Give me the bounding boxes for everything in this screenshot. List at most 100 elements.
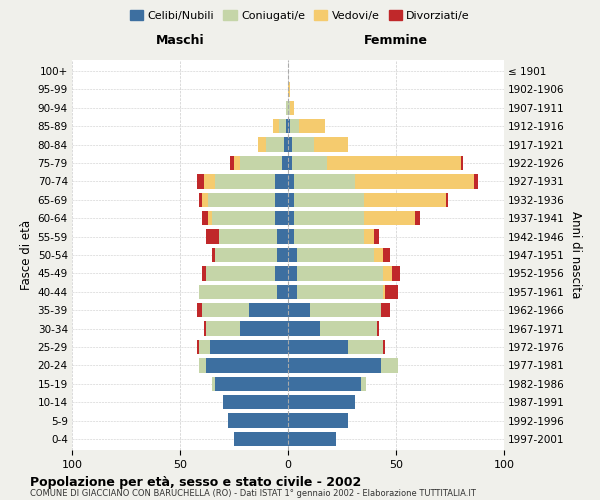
Bar <box>295 211 364 226</box>
Bar <box>288 414 349 428</box>
Bar <box>288 192 295 207</box>
Bar <box>377 322 379 336</box>
Bar <box>295 230 364 244</box>
Text: Maschi: Maschi <box>155 34 205 47</box>
Bar <box>273 119 280 134</box>
Bar <box>202 303 249 318</box>
Bar <box>292 156 327 170</box>
Bar <box>320 322 377 336</box>
Text: Popolazione per età, sesso e stato civile - 2002: Popolazione per età, sesso e stato civil… <box>30 476 361 489</box>
Bar <box>310 303 381 318</box>
Bar <box>199 192 202 207</box>
Bar <box>280 119 286 134</box>
Bar <box>277 230 288 244</box>
Bar <box>288 376 361 391</box>
Bar <box>383 248 389 262</box>
Bar <box>355 174 474 188</box>
Bar <box>288 432 335 446</box>
Bar <box>288 211 295 226</box>
Bar <box>199 284 277 299</box>
Bar <box>204 322 206 336</box>
Bar <box>385 284 398 299</box>
Bar <box>208 211 212 226</box>
Bar <box>204 174 215 188</box>
Bar <box>223 395 288 409</box>
Bar <box>364 192 446 207</box>
Bar <box>277 284 288 299</box>
Bar <box>381 358 398 372</box>
Bar <box>290 100 295 115</box>
Bar <box>288 248 296 262</box>
Bar <box>275 192 288 207</box>
Bar <box>202 266 206 280</box>
Bar <box>446 192 448 207</box>
Bar <box>392 266 400 280</box>
Bar <box>361 376 366 391</box>
Bar <box>212 211 275 226</box>
Bar <box>288 82 290 96</box>
Bar <box>241 322 288 336</box>
Bar <box>290 119 299 134</box>
Bar <box>219 230 277 244</box>
Bar <box>374 230 379 244</box>
Bar <box>275 266 288 280</box>
Bar <box>288 230 295 244</box>
Bar <box>286 100 288 115</box>
Legend: Celibi/Nubili, Coniugati/e, Vedovi/e, Divorziati/e: Celibi/Nubili, Coniugati/e, Vedovi/e, Di… <box>125 6 475 25</box>
Bar <box>288 322 320 336</box>
Bar <box>215 376 288 391</box>
Text: Femmine: Femmine <box>364 34 428 47</box>
Bar <box>383 340 385 354</box>
Bar <box>374 248 383 262</box>
Bar <box>383 266 392 280</box>
Bar <box>208 192 275 207</box>
Bar <box>277 248 288 262</box>
Bar <box>206 322 241 336</box>
Y-axis label: Fasce di età: Fasce di età <box>20 220 34 290</box>
Bar <box>415 211 420 226</box>
Bar <box>288 395 355 409</box>
Text: COMUNE DI GIACCIANO CON BARUCHELLA (RO) - Dati ISTAT 1° gennaio 2002 - Elaborazi: COMUNE DI GIACCIANO CON BARUCHELLA (RO) … <box>30 489 476 498</box>
Bar <box>295 192 364 207</box>
Bar <box>349 340 383 354</box>
Bar <box>199 358 206 372</box>
Bar <box>286 119 288 134</box>
Bar <box>288 119 290 134</box>
Y-axis label: Anni di nascita: Anni di nascita <box>569 212 581 298</box>
Bar <box>292 138 314 152</box>
Bar <box>296 248 374 262</box>
Bar <box>258 138 266 152</box>
Bar <box>227 414 288 428</box>
Bar <box>281 156 288 170</box>
Bar <box>288 340 349 354</box>
Bar <box>296 284 383 299</box>
Bar <box>197 303 202 318</box>
Bar <box>327 156 461 170</box>
Bar <box>206 230 219 244</box>
Bar <box>461 156 463 170</box>
Bar <box>284 138 288 152</box>
Bar <box>230 156 234 170</box>
Bar <box>249 303 288 318</box>
Bar <box>383 284 385 299</box>
Bar <box>364 211 415 226</box>
Bar <box>364 230 374 244</box>
Bar <box>234 156 241 170</box>
Bar <box>241 156 281 170</box>
Bar <box>202 211 208 226</box>
Bar <box>381 303 389 318</box>
Bar <box>266 138 284 152</box>
Bar <box>288 156 292 170</box>
Bar <box>197 174 204 188</box>
Bar <box>215 248 277 262</box>
Bar <box>295 174 355 188</box>
Bar <box>288 284 296 299</box>
Bar <box>288 358 381 372</box>
Bar <box>299 119 325 134</box>
Bar <box>275 211 288 226</box>
Bar <box>215 174 275 188</box>
Bar <box>275 174 288 188</box>
Bar <box>197 340 199 354</box>
Bar <box>210 340 288 354</box>
Bar <box>206 266 275 280</box>
